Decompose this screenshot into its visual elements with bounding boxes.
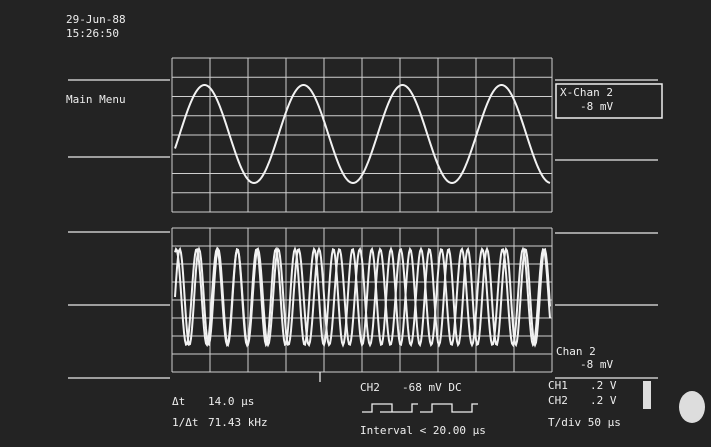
time: 15:26:50 [66, 27, 119, 40]
upper-waveform [174, 84, 551, 185]
lower-waveform-b [174, 246, 551, 348]
freq-label: 1/Δt [172, 416, 199, 429]
channel-label: X-Chan 2 [560, 86, 613, 99]
graticule [171, 57, 553, 373]
menu-label[interactable]: Main Menu [66, 93, 126, 106]
ch2-label: CH2 [548, 394, 568, 407]
channel-label: Chan 2 [556, 345, 596, 358]
indicator [643, 381, 651, 409]
trigger-interval: Interval < 20.00 µs [360, 424, 486, 437]
ch1-label: CH1 [548, 379, 568, 392]
freq: 71.43 kHz [208, 416, 268, 429]
delta-t-label: Δt [172, 395, 185, 408]
delta-t: 14.0 µs [208, 395, 254, 408]
knob[interactable] [679, 391, 705, 423]
channel-offset: -8 mV [580, 358, 613, 371]
trigger-icon [362, 403, 478, 413]
trigger-channel: CH2 [360, 381, 380, 394]
timebase: T/div 50 µs [548, 416, 621, 429]
ch2-scale: .2 V [590, 394, 617, 407]
ch1-scale: .2 V [590, 379, 617, 392]
side-lines [68, 79, 658, 382]
channel-box [555, 83, 663, 119]
date: 29-Jun-88 [66, 13, 126, 26]
channel-offset: -8 mV [580, 100, 613, 113]
trigger-level: -68 mV DC [402, 381, 462, 394]
